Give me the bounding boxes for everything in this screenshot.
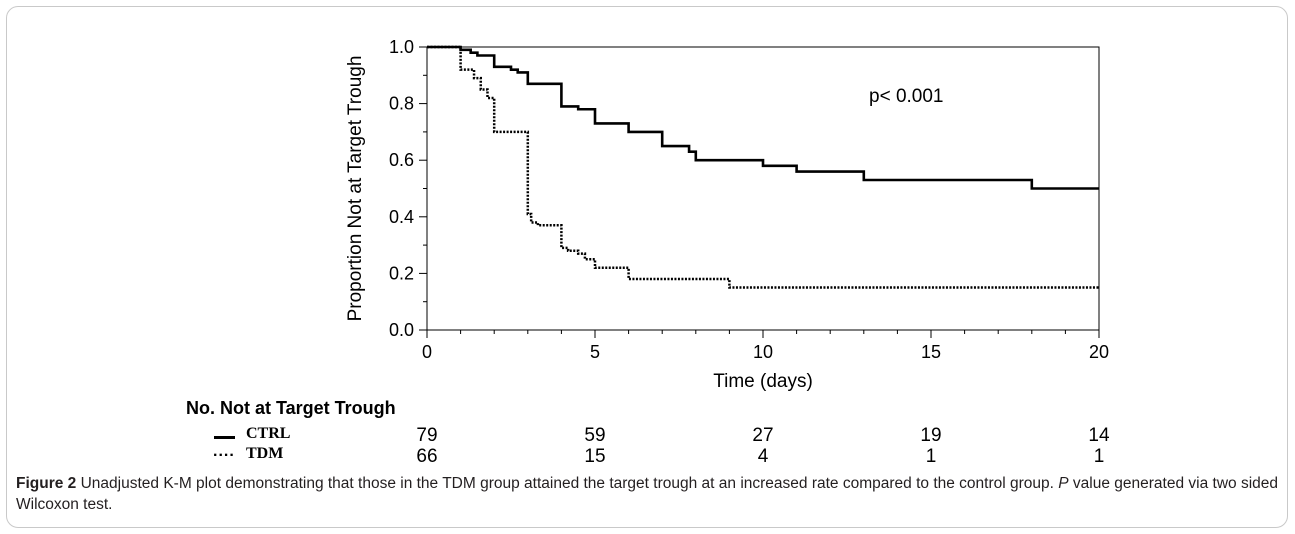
risk-count-ctrl: 19 <box>920 425 942 446</box>
risk-count-tdm: 1 <box>925 446 937 467</box>
risk-count-ctrl: 59 <box>584 425 606 446</box>
risk-count-tdm: 66 <box>416 446 438 467</box>
km-curve-ctrl <box>427 45 1099 190</box>
risk-count-tdm: 15 <box>584 446 606 467</box>
caption-text: Unadjusted K-M plot demonstrating that t… <box>76 475 1059 492</box>
risk-count-tdm: 4 <box>757 446 769 467</box>
y-tick-label: 0.4 <box>389 207 414 227</box>
caption-text-end: value generated via two sided Wilcoxon t… <box>16 475 1278 513</box>
y-tick-label: 1.0 <box>389 37 414 57</box>
tdm-legend-marker: .... <box>213 443 235 460</box>
ctrl-legend-line <box>214 436 235 439</box>
risk-count-tdm: 1 <box>1093 446 1105 467</box>
figure-caption: Figure 2 Unadjusted K-M plot demonstrati… <box>16 473 1278 515</box>
risk-count-ctrl: 79 <box>416 425 438 446</box>
caption-p: P <box>1058 475 1069 492</box>
x-tick-label: 20 <box>1089 342 1109 362</box>
risk-row-tdm-label: TDM <box>246 445 284 462</box>
risk-count-ctrl: 27 <box>752 425 774 446</box>
p-value-annotation: p< 0.001 <box>869 86 944 107</box>
y-tick-label: 0.8 <box>389 94 414 114</box>
risk-count-ctrl: 14 <box>1088 425 1110 446</box>
x-tick-label: 0 <box>422 342 432 362</box>
caption-label: Figure 2 <box>16 475 77 492</box>
x-tick-label: 10 <box>753 342 773 362</box>
x-tick-label: 5 <box>590 342 600 362</box>
y-tick-label: 0.2 <box>389 263 414 283</box>
y-axis-label: Proportion Not at Target Trough <box>345 56 366 322</box>
km-curve-tdm <box>427 45 1099 289</box>
y-tick-label: 0.0 <box>389 320 414 340</box>
risk-table-title: No. Not at Target Trough <box>186 398 396 418</box>
risk-row-ctrl-label: CTRL <box>246 425 291 442</box>
figure-frame <box>6 6 1288 528</box>
x-tick-label: 15 <box>921 342 941 362</box>
y-tick-label: 0.6 <box>389 150 414 170</box>
x-axis-label: Time (days) <box>713 371 813 392</box>
